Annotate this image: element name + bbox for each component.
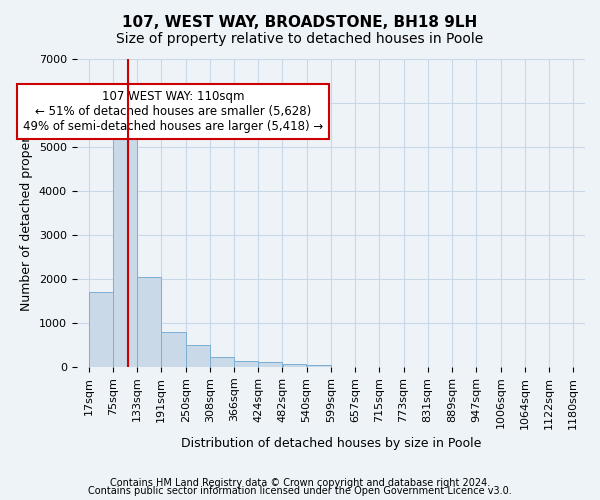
Bar (259, 362, 282, 367)
Text: Size of property relative to detached houses in Poole: Size of property relative to detached ho… (116, 32, 484, 46)
Text: Contains public sector information licensed under the Open Government Licence v3: Contains public sector information licen… (88, 486, 512, 496)
Bar (235, 361, 258, 367)
Bar (307, 364, 331, 367)
Bar (113, 108, 137, 367)
Text: Contains HM Land Registry data © Crown copyright and database right 2024.: Contains HM Land Registry data © Crown c… (110, 478, 490, 488)
Bar (283, 364, 307, 367)
Bar (161, 332, 185, 367)
Bar (186, 345, 210, 367)
X-axis label: Distribution of detached houses by size in Poole: Distribution of detached houses by size … (181, 437, 481, 450)
Bar (89, 292, 113, 367)
Y-axis label: Number of detached properties: Number of detached properties (20, 114, 34, 312)
Bar (137, 277, 161, 367)
Bar (210, 357, 234, 367)
Text: 107, WEST WAY, BROADSTONE, BH18 9LH: 107, WEST WAY, BROADSTONE, BH18 9LH (122, 15, 478, 30)
Text: 107 WEST WAY: 110sqm
← 51% of detached houses are smaller (5,628)
49% of semi-de: 107 WEST WAY: 110sqm ← 51% of detached h… (23, 90, 323, 133)
